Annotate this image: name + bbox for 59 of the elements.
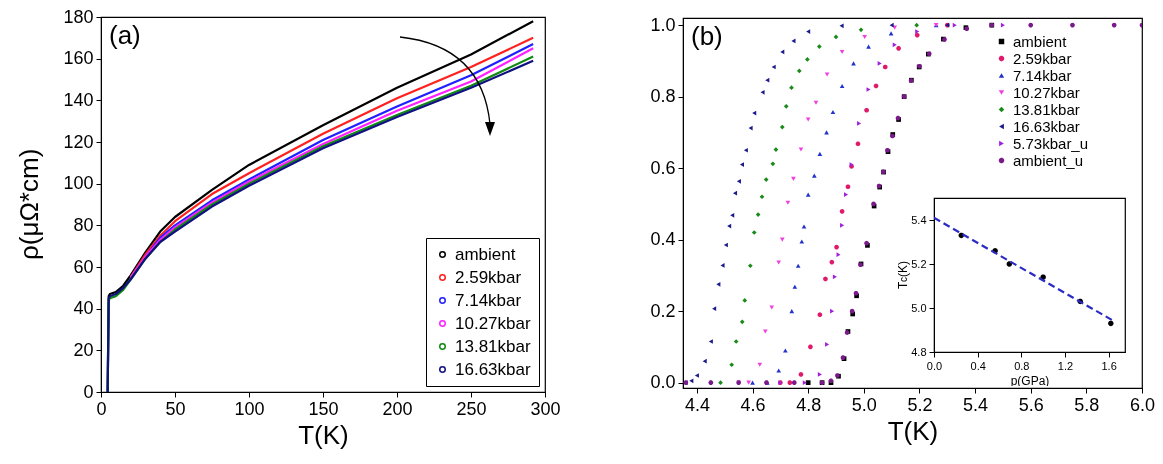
x-tick-label: 5.6	[1018, 394, 1044, 415]
y-tick-label: 0.8	[650, 86, 676, 107]
y-tick-label: 0.0	[650, 372, 676, 393]
y-tick-label: 40	[73, 298, 94, 319]
x-tick-label: 4.4	[684, 394, 710, 415]
legend-label: 7.14kbar	[1013, 66, 1072, 84]
annotation: (b)	[691, 21, 723, 51]
y-tick-label: 0.2	[650, 300, 676, 321]
y-tick-label: 80	[73, 214, 94, 235]
y-tick-label: 0.4	[650, 229, 676, 250]
y-tick-label: 140	[63, 89, 94, 110]
x-tick-label: 200	[382, 398, 413, 419]
legend-label: 7.14kbar	[455, 290, 522, 310]
legend-label: 13.81kbar	[1013, 100, 1080, 118]
legend-label: ambient_u	[1013, 151, 1084, 169]
y-tick-label: 1.0	[650, 14, 676, 35]
x-tick-label: 6.0	[1129, 394, 1156, 415]
x-tick-label: 4.8	[796, 394, 822, 415]
y-tick-label: 5.0	[911, 301, 927, 314]
x-axis-title: T(K)	[298, 419, 349, 450]
x-axis-title: T(K)	[887, 415, 939, 446]
y-tick-label: 0.6	[650, 157, 676, 178]
legend-label: 10.27kbar	[1013, 83, 1080, 101]
x-tick-label: 4.6	[740, 394, 766, 415]
x-tick-label: 250	[456, 398, 487, 419]
x-tick-label: 150	[308, 398, 339, 419]
legend-label: 2.59kbar	[1013, 49, 1072, 67]
x-tick-label: 1.6	[1101, 359, 1117, 372]
y-tick-label: 5.2	[911, 257, 927, 270]
annotation: (a)	[109, 20, 141, 50]
y-tick-label: 120	[63, 131, 94, 152]
x-tick-label: 5.4	[963, 394, 989, 415]
x-tick-label: 0.4	[970, 359, 986, 372]
x-tick-label: 50	[165, 398, 186, 419]
y-tick-label: 5.4	[911, 213, 927, 226]
x-tick-label: 100	[234, 398, 265, 419]
legend-label: 5.73kbar_u	[1013, 134, 1089, 152]
legend-label: ambient	[1013, 32, 1068, 50]
y-tick-label: 160	[63, 48, 94, 69]
y-axis-title: ρ(μΩ*cm)	[14, 147, 45, 263]
x-tick-label: 0	[96, 398, 107, 419]
y-tick-label: 180	[63, 6, 94, 27]
y-tick-label: 100	[63, 173, 94, 194]
x-tick-label: 0.8	[1014, 359, 1030, 372]
legend-label: ambient	[455, 244, 516, 264]
x-tick-label: 5.0	[851, 394, 877, 415]
y-tick-label: 0	[83, 381, 94, 402]
x-tick-label: 0.0	[926, 359, 943, 372]
legend-label: 10.27kbar	[455, 313, 531, 333]
legend-label: 13.81kbar	[455, 336, 531, 356]
y-tick-label: 60	[73, 256, 94, 277]
legend-label: 16.63kbar	[455, 359, 531, 379]
legend-label: 16.63kbar	[1013, 117, 1080, 135]
x-tick-label: 1.2	[1057, 359, 1074, 372]
y-tick-label: 20	[73, 339, 94, 360]
y-tick-label: 4.8	[911, 345, 927, 358]
x-tick-label: 300	[530, 398, 561, 419]
legend-label: 2.59kbar	[455, 267, 522, 287]
x-tick-label: 5.8	[1074, 394, 1100, 415]
